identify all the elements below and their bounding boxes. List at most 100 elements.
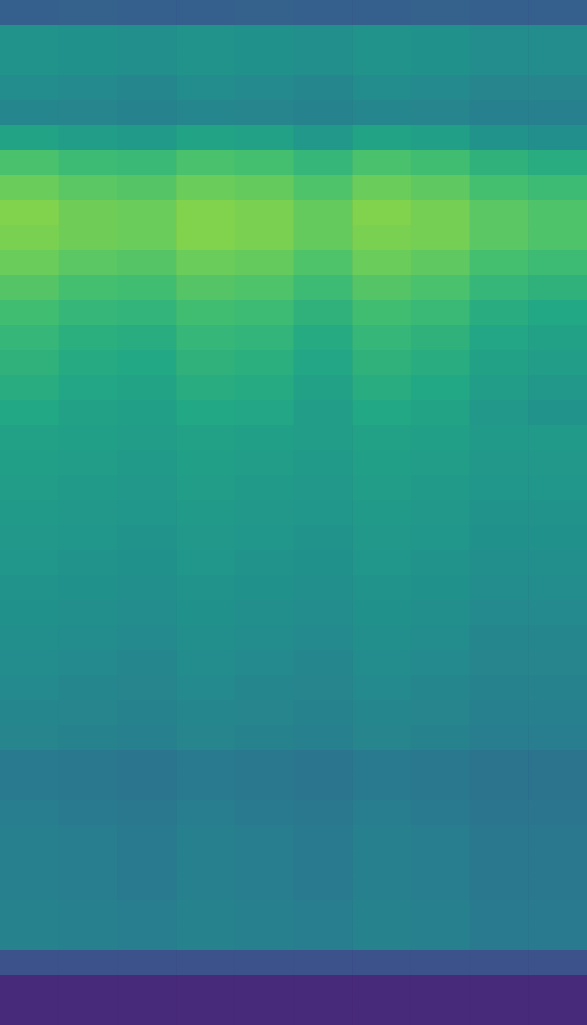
cell [0, 725, 59, 751]
cell [411, 400, 470, 426]
cell [294, 150, 353, 176]
cell [528, 925, 587, 951]
cell [235, 1000, 294, 1025]
cell [411, 875, 470, 901]
cell [411, 325, 470, 351]
cell [117, 75, 176, 101]
cell [411, 25, 470, 51]
cell [235, 325, 294, 351]
cell [294, 750, 353, 776]
cell [528, 500, 587, 526]
cell [352, 50, 411, 76]
cell [352, 800, 411, 826]
cell [528, 675, 587, 701]
cell [176, 950, 235, 976]
cell [352, 650, 411, 676]
page: {"chart_data": {"type": "heatmap", "tick… [0, 0, 587, 1025]
cell [59, 575, 118, 601]
cell [352, 600, 411, 626]
cell [235, 300, 294, 326]
cell [59, 525, 118, 551]
cell [352, 550, 411, 576]
cell [352, 725, 411, 751]
cell [176, 0, 235, 26]
cell [411, 950, 470, 976]
cell [0, 925, 59, 951]
cell [352, 700, 411, 726]
cell [528, 550, 587, 576]
cell [117, 100, 176, 126]
cell [176, 250, 235, 276]
cell [352, 575, 411, 601]
cell [176, 325, 235, 351]
cell [176, 400, 235, 426]
cell [294, 1000, 353, 1025]
cell [235, 275, 294, 301]
cell [235, 725, 294, 751]
cell [59, 950, 118, 976]
cell [176, 50, 235, 76]
cell [0, 850, 59, 876]
cell [411, 850, 470, 876]
cell [176, 750, 235, 776]
cell [411, 125, 470, 151]
cell [0, 500, 59, 526]
cells [0, 0, 587, 1025]
cell [0, 375, 59, 401]
cell [528, 875, 587, 901]
cell [470, 425, 529, 451]
cell [352, 150, 411, 176]
cell [411, 425, 470, 451]
cell [235, 900, 294, 926]
cell [528, 800, 587, 826]
cell [470, 175, 529, 201]
cell [176, 350, 235, 376]
cell [470, 750, 529, 776]
cell [59, 750, 118, 776]
cell [117, 175, 176, 201]
cell [0, 50, 59, 76]
cell [235, 825, 294, 851]
cell [117, 400, 176, 426]
cell [0, 100, 59, 126]
cell [0, 650, 59, 676]
cell [294, 325, 353, 351]
cell [470, 0, 529, 26]
cell [117, 375, 176, 401]
cell [411, 975, 470, 1001]
cell [235, 775, 294, 801]
cell [411, 150, 470, 176]
cell [117, 350, 176, 376]
cell [528, 475, 587, 501]
cell [294, 375, 353, 401]
cell [176, 500, 235, 526]
cell [176, 675, 235, 701]
cell [470, 250, 529, 276]
cell [470, 900, 529, 926]
cell [176, 825, 235, 851]
cell [59, 475, 118, 501]
cell [352, 625, 411, 651]
cell [59, 975, 118, 1001]
cell [235, 500, 294, 526]
cell [411, 825, 470, 851]
cell [470, 675, 529, 701]
cell [352, 900, 411, 926]
cell [294, 175, 353, 201]
cell [0, 825, 59, 851]
cell [411, 300, 470, 326]
cell [176, 575, 235, 601]
cell [470, 225, 529, 251]
cell [528, 125, 587, 151]
cell [59, 450, 118, 476]
cell [528, 25, 587, 51]
cell [59, 250, 118, 276]
cell [59, 600, 118, 626]
cell [294, 0, 353, 26]
cell [470, 375, 529, 401]
cell [528, 725, 587, 751]
cell [0, 425, 59, 451]
cell [294, 125, 353, 151]
cell [0, 150, 59, 176]
cell [235, 575, 294, 601]
